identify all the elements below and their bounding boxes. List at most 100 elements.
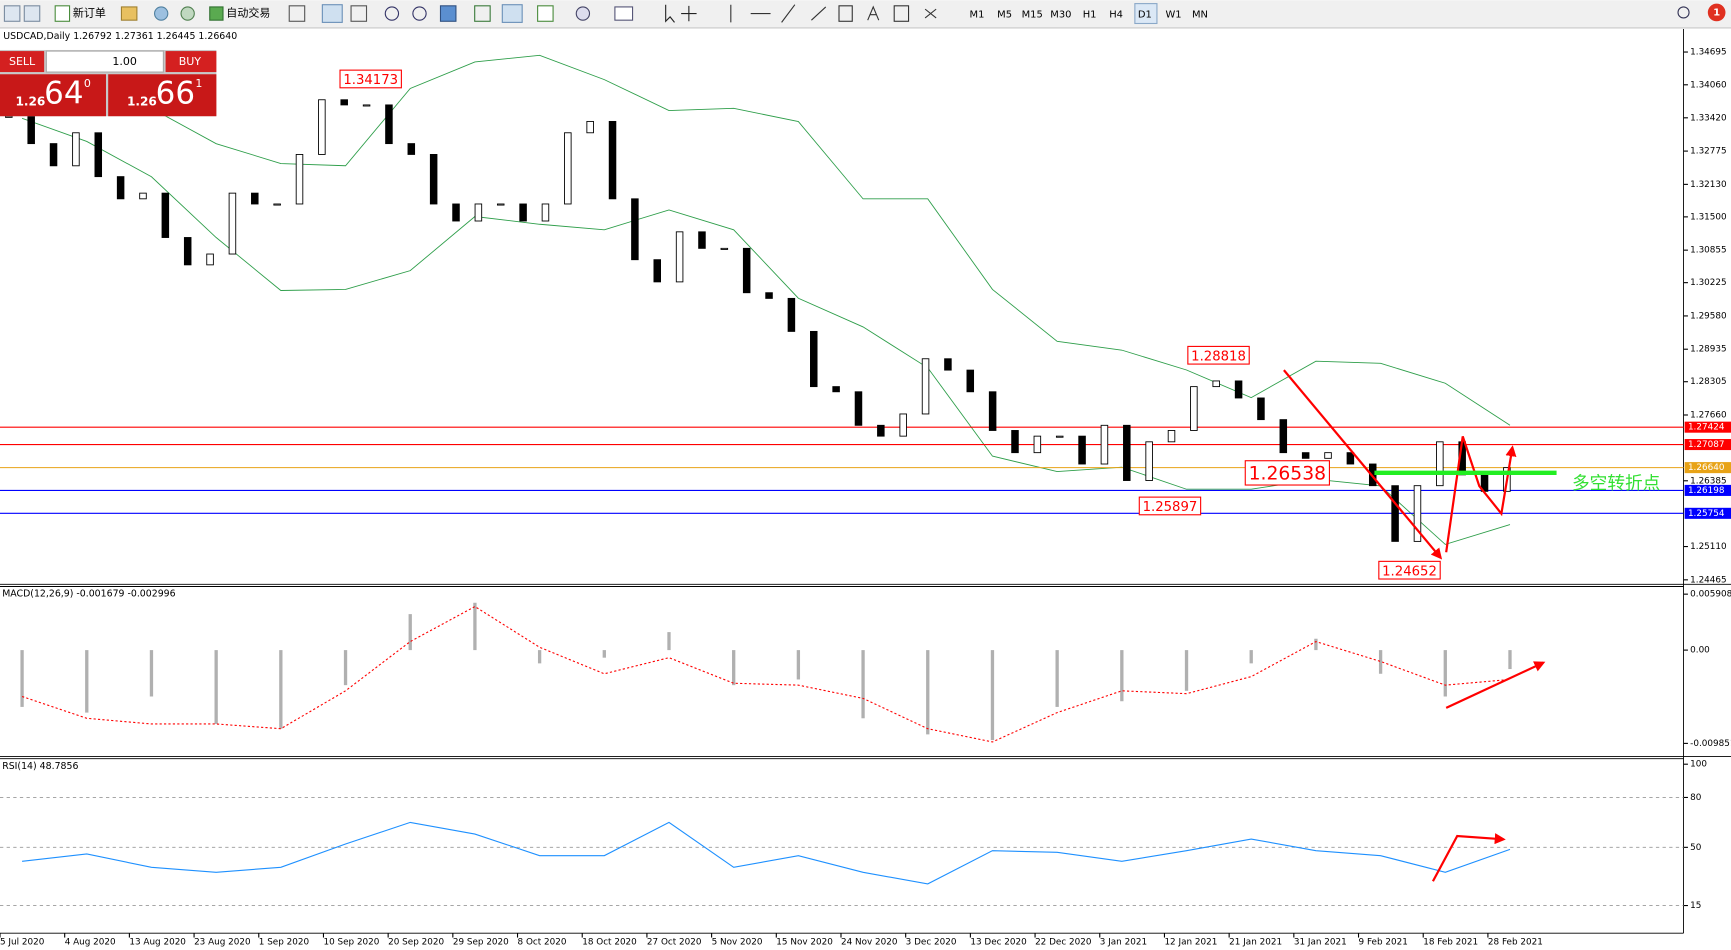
buy-button[interactable] — [165, 51, 217, 73]
time-tick-label: 8 Oct 2020 — [518, 937, 567, 947]
toolbar — [0, 0, 1731, 28]
chart-window — [0, 29, 1731, 950]
sell-price-prefix: 1.26 — [15, 94, 45, 108]
price-level-label: 1.27424 — [1688, 423, 1725, 433]
timeframe-button[interactable]: MN — [1192, 10, 1208, 21]
icon[interactable] — [384, 6, 400, 21]
timeframe-button[interactable]: W1 — [1165, 10, 1181, 21]
candle — [1011, 430, 1019, 454]
candle — [5, 115, 13, 118]
icon[interactable] — [3, 5, 21, 22]
price-level-label: 1.27087 — [1688, 440, 1725, 450]
buy-price-box[interactable] — [108, 74, 217, 117]
candle — [362, 104, 371, 107]
candle — [496, 203, 505, 206]
sell-price-box[interactable] — [0, 74, 106, 117]
candle — [988, 391, 997, 431]
candle — [1413, 485, 1422, 542]
icon[interactable] — [474, 5, 491, 22]
macd-tick-label: 0.005908 — [1690, 590, 1731, 600]
price-tick-label: 1.27660 — [1690, 410, 1727, 420]
candle — [474, 203, 483, 222]
icon[interactable] — [209, 6, 224, 21]
crosshair-icon[interactable] — [681, 5, 697, 22]
icon[interactable] — [439, 5, 457, 22]
icon[interactable] — [537, 5, 554, 22]
time-tick-label: 5 Jul 2020 — [0, 937, 45, 947]
icon[interactable] — [575, 6, 591, 21]
time-tick-label: 3 Jan 2021 — [1100, 937, 1147, 947]
text-icon[interactable] — [867, 5, 880, 21]
time-tick-label: 12 Jan 2021 — [1164, 937, 1217, 947]
time-tick-label: 3 Dec 2020 — [906, 937, 957, 947]
macd-bar — [1184, 650, 1189, 691]
macd-bar — [279, 650, 283, 729]
candle — [49, 143, 58, 167]
icon[interactable] — [614, 6, 634, 21]
rsi-tick-label: 50 — [1690, 843, 1702, 853]
timeframe-button[interactable]: D1 — [1138, 10, 1152, 21]
candle — [1167, 430, 1176, 443]
bollinger-lower — [21, 117, 1511, 545]
notification-badge[interactable] — [1707, 3, 1726, 22]
icon[interactable] — [350, 5, 368, 22]
candle — [675, 231, 684, 283]
arrow — [1283, 369, 1443, 560]
candle — [1257, 397, 1265, 421]
candle — [854, 391, 863, 426]
icon[interactable] — [321, 4, 343, 23]
line-tools[interactable] — [730, 4, 827, 23]
candle — [944, 358, 952, 371]
candle — [810, 330, 818, 388]
search-icon[interactable] — [1677, 6, 1690, 19]
icon[interactable] — [120, 6, 138, 21]
buy-price-prefix: 1.26 — [127, 94, 157, 108]
candle — [742, 247, 751, 294]
icon[interactable] — [54, 5, 71, 22]
macd-bar — [1443, 650, 1447, 697]
price-tick-label: 1.32775 — [1690, 147, 1727, 157]
time-tick-label: 23 Aug 2020 — [194, 937, 251, 947]
icon[interactable] — [23, 5, 41, 22]
price-tick-label: 1.29580 — [1690, 311, 1727, 321]
timeframe-button[interactable]: M15 — [1022, 10, 1043, 21]
candle — [720, 247, 729, 250]
candle — [1123, 424, 1131, 481]
candle — [541, 203, 550, 222]
icon[interactable] — [288, 5, 306, 22]
icon[interactable] — [180, 6, 195, 21]
icon[interactable] — [154, 6, 169, 21]
price-tick-label: 1.30225 — [1690, 278, 1727, 288]
price-level-label: 1.25754 — [1688, 509, 1725, 519]
time-tick-label: 31 Jan 2021 — [1294, 937, 1347, 947]
macd-bar — [1249, 650, 1253, 664]
toolbar-button[interactable]: 新订单 — [73, 6, 106, 20]
toolbar-button[interactable]: 自动交易 — [226, 6, 270, 20]
time-tick-label: 27 Oct 2020 — [647, 937, 702, 947]
drawing-tools — [288, 4, 937, 23]
icon[interactable] — [924, 8, 937, 19]
timeframe-button[interactable]: M1 — [970, 10, 985, 21]
candle — [921, 358, 930, 415]
macd-signal — [21, 605, 1511, 743]
timeframe-button[interactable]: H1 — [1083, 10, 1097, 21]
time-tick-label: 21 Jan 2021 — [1229, 937, 1282, 947]
buy-price-big: 66 — [156, 76, 195, 112]
timeframe-button[interactable]: H4 — [1109, 10, 1123, 21]
timeframe-button[interactable]: M5 — [997, 10, 1012, 21]
price-pane: 1.34695 1.34060 1.33420 1.32775 1.32130 1.315… — [0, 48, 1731, 585]
candle — [72, 132, 80, 167]
macd-bar — [85, 650, 89, 713]
candle — [295, 154, 304, 205]
time-tick-label: 18 Oct 2020 — [582, 937, 637, 947]
icon[interactable] — [501, 4, 523, 23]
sell-button[interactable] — [0, 51, 45, 73]
cursor-icon[interactable] — [665, 4, 675, 23]
price-tick-label: 1.33420 — [1690, 113, 1727, 123]
timeframe-button[interactable]: M30 — [1050, 10, 1071, 21]
lot-input[interactable] — [45, 50, 164, 73]
icon[interactable] — [412, 6, 427, 21]
icon[interactable] — [893, 5, 910, 22]
time-tick-label: 28 Feb 2021 — [1488, 937, 1543, 947]
icon[interactable] — [838, 5, 853, 22]
